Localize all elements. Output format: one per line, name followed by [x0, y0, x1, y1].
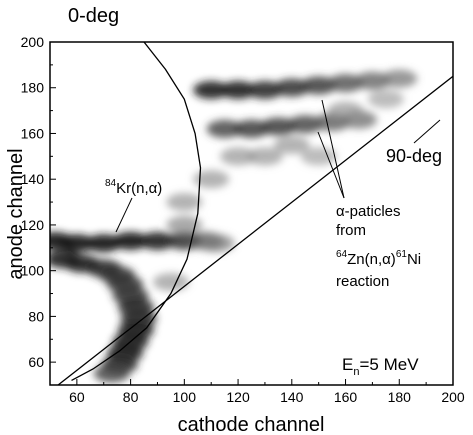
density-point-84Kr(n,a) [58, 234, 95, 253]
x-tick-label-180: 180 [388, 389, 412, 405]
x-tick-label-80: 80 [123, 389, 139, 405]
curves-layer [57, 42, 453, 385]
density-point-diffuse [166, 215, 203, 234]
x-tick-label-200: 200 [441, 389, 465, 405]
pointer-alpha-1 [321, 99, 345, 199]
pointer-kr [115, 197, 133, 233]
ni-text: Ni [407, 251, 421, 268]
annotation-90-deg: 90-deg [386, 146, 442, 166]
x-axis: 60 80 100 120 140 160 180 200 [69, 379, 465, 405]
density-layer [50, 69, 418, 383]
density-point-diffuse [220, 147, 257, 166]
density-point-diffuse [300, 147, 337, 166]
x-axis-label: cathode channel [178, 414, 325, 435]
zn-text: Zn(n,α) [347, 251, 396, 268]
density-point-alpha-180 [273, 78, 310, 97]
density-point-84Kr(n,a) [198, 234, 235, 253]
annotation-energy: En=5 MeV [342, 355, 419, 378]
density-point-alpha-160 [206, 119, 243, 138]
density-point-diffuse [152, 273, 189, 292]
y-tick-label-160: 160 [21, 125, 45, 141]
y-tick-label-200: 200 [21, 34, 45, 50]
annotation-0-deg: 0-deg [68, 5, 119, 27]
density-point-84Kr(n,a) [85, 234, 122, 253]
y-axis: 60 80 100 120 140 160 180 200 [21, 34, 56, 370]
alpha-line-1: α-paticles [336, 203, 401, 220]
density-point-alpha-160 [287, 115, 324, 134]
energy-value: =5 MeV [359, 355, 419, 374]
zn-superscript: 64 [336, 249, 348, 260]
curve-0-deg [71, 42, 202, 381]
energy-e: E [342, 355, 353, 374]
energy-subscript: n [353, 366, 359, 378]
density-point-alpha-180 [381, 69, 418, 88]
annotation-reaction: reaction [336, 273, 389, 290]
curve-90-deg [57, 75, 453, 385]
density-point-alpha-180 [327, 74, 364, 93]
x-tick-label-120: 120 [226, 389, 250, 405]
pointer-alpha-2 [317, 131, 345, 199]
density-point-diffuse [193, 170, 230, 189]
density-point-alpha-160 [233, 119, 270, 138]
kr-superscript: 84 [105, 178, 117, 189]
annotation-alpha: α-paticles from [336, 203, 405, 239]
density-point-84Kr(n,a) [139, 231, 176, 250]
density-point-alpha-180 [220, 81, 257, 100]
x-tick-label-140: 140 [280, 389, 304, 405]
y-tick-label-60: 60 [28, 354, 44, 370]
kr-text: Kr(n,α) [116, 180, 162, 197]
density-point-84Kr(n,a) [93, 364, 130, 383]
ni-superscript: 61 [396, 249, 408, 260]
x-tick-label-60: 60 [69, 389, 85, 405]
density-point-alpha-160 [260, 117, 297, 136]
density-point-diffuse [246, 147, 283, 166]
x-tick-label-100: 100 [173, 389, 197, 405]
density-point-alpha-180 [193, 81, 230, 100]
pointer-90-deg [413, 119, 441, 144]
y-axis-label: anode channel [5, 148, 27, 279]
y-tick-label-140: 140 [21, 171, 45, 187]
y-tick-label-120: 120 [21, 217, 45, 233]
density-point-alpha-180 [300, 76, 337, 95]
density-point-diffuse [273, 135, 310, 154]
density-point-alpha-180 [354, 71, 391, 90]
density-point-84Kr(n,a) [112, 231, 149, 250]
y-tick-label-180: 180 [21, 80, 45, 96]
annotation-zn-reaction: 64Zn(n,α)61Ni [336, 249, 421, 268]
y-tick-label-80: 80 [28, 308, 44, 324]
y-tick-label-100: 100 [21, 263, 45, 279]
density-point-diffuse [367, 90, 404, 109]
density-point-alpha-180 [246, 81, 283, 100]
density-point-diffuse [327, 101, 364, 120]
annotation-kr: 84Kr(n,α) [105, 178, 162, 197]
density-point-diffuse [166, 193, 203, 212]
x-tick-label-160: 160 [334, 389, 358, 405]
plot-frame [49, 41, 454, 386]
alpha-line-2: from [336, 222, 366, 239]
